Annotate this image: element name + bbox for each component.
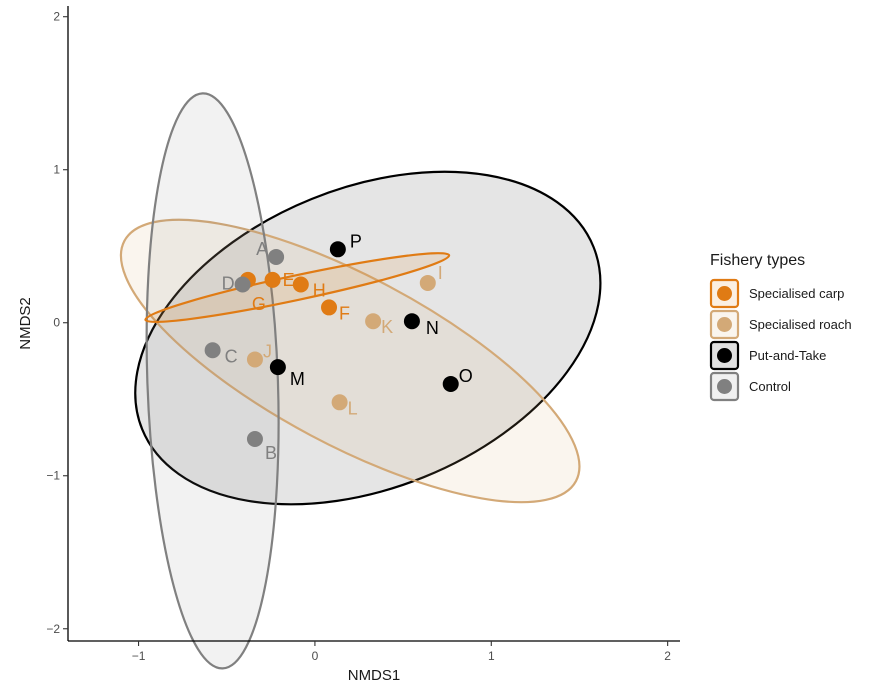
legend-item-control: Control [709,371,791,402]
point-j [246,351,263,368]
legend-label: Specialised carp [749,286,844,301]
point-label-o: O [459,366,473,386]
legend-label: Specialised roach [749,317,852,332]
x-axis-ticks: −1 0 1 2 [132,641,671,663]
point-l [331,394,348,411]
point-label-j: J [263,341,272,361]
axes: −1 0 1 2 −2 −1 0 1 2 NMDS1 NMDS2 [17,6,680,684]
y-tick-label: 0 [53,316,60,330]
legend-items: Specialised carp Specialised roach Put-and… [709,278,852,402]
point-label-n: N [426,318,439,338]
x-axis-title: NMDS1 [348,667,401,684]
legend-label: Put-and-Take [749,348,826,363]
point-label-g: G [252,294,266,314]
legend-item-specialised-roach: Specialised roach [709,309,852,340]
y-axis-title: NMDS2 [17,297,34,350]
x-tick-label: 2 [664,649,671,663]
legend-key-point [717,348,732,363]
point-label-p: P [350,231,362,251]
legend-label: Control [749,379,791,394]
y-axis-ticks: −2 −1 0 1 2 [46,10,68,636]
point-b [246,431,263,448]
y-tick-label: 2 [53,10,60,24]
point-label-d: D [222,273,235,293]
legend: Fishery types Specialised carpSpecialise… [709,252,852,402]
ellipse-control [145,92,280,670]
x-tick-label: 1 [488,649,495,663]
point-k [365,313,382,330]
legend-key-point [717,379,732,394]
point-o [442,375,459,392]
point-label-k: K [381,317,393,337]
legend-item-specialised-carp: Specialised carp [709,278,844,309]
legend-key-point [717,317,732,332]
point-label-l: L [348,398,358,418]
point-label-f: F [339,303,350,323]
y-tick-label: 1 [53,163,60,177]
point-label-a: A [256,239,268,259]
point-i [419,274,436,291]
y-tick-label: −1 [46,469,60,483]
point-label-c: C [225,346,238,366]
confidence-ellipses [119,92,602,670]
x-tick-label: −1 [132,649,146,663]
point-n [403,313,420,330]
point-e [264,271,281,288]
point-label-e: E [283,270,295,290]
point-c [204,342,221,359]
legend-item-put-and-take: Put-and-Take [709,340,826,371]
ellipse-put-and-take [134,170,602,506]
point-label-h: H [313,280,326,300]
x-tick-label: 0 [312,649,319,663]
y-tick-label: −2 [46,622,60,636]
point-a [268,248,285,265]
point-f [321,299,338,316]
point-m [269,359,286,376]
point-p [329,241,346,258]
data-points: EG HF I K J L P N O M A D C B [204,231,473,463]
legend-key-point [717,286,732,301]
point-h [292,276,309,293]
point-d [234,276,251,293]
ellipse-specialised-roach [119,218,581,504]
point-label-m: M [290,369,305,389]
legend-title: Fishery types [710,252,805,269]
point-label-i: I [438,263,443,283]
point-label-b: B [265,443,277,463]
